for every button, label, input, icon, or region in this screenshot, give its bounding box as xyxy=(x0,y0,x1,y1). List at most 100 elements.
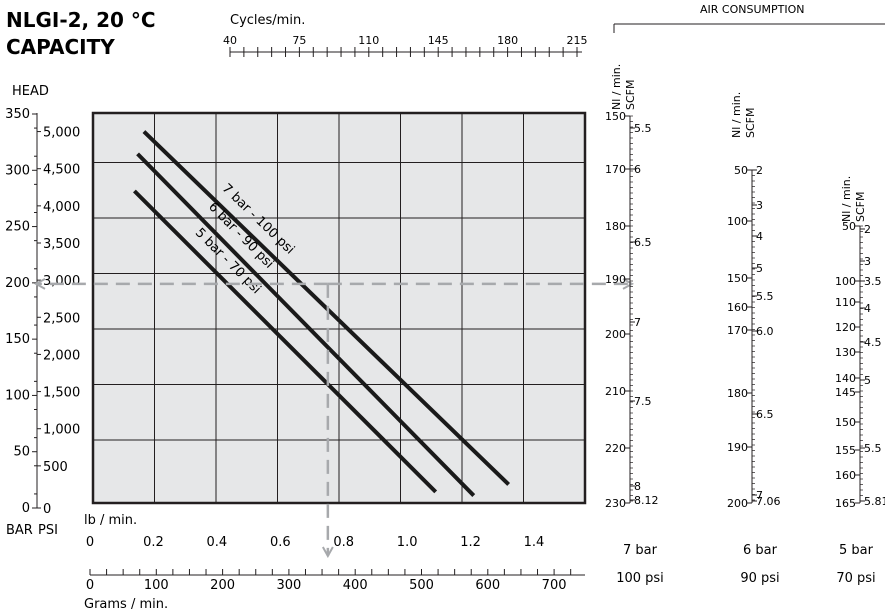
nl-tick-label: 150 xyxy=(605,110,626,123)
nl-label: Nl / min. xyxy=(610,64,623,110)
cycles-tick-label: 40 xyxy=(223,34,237,47)
nl-label: Nl / min. xyxy=(840,176,853,222)
bar-axis: 0 50 100 150 200 250 300 350 xyxy=(5,107,38,516)
nl-tick-label: 180 xyxy=(605,220,626,233)
psi-tick-label: 3,500 xyxy=(43,237,80,252)
nl-tick-label: 110 xyxy=(835,296,856,309)
nl-tick-label: 190 xyxy=(727,441,748,454)
air-scale-psi-label: 100 psi xyxy=(616,571,664,586)
scfm-tick-label: 5 xyxy=(864,374,871,387)
scfm-tick-label: 5 xyxy=(756,262,763,275)
psi-tick-label: 2,500 xyxy=(43,311,80,326)
nl-tick-label: 210 xyxy=(605,385,626,398)
psi-tick-label: 4,500 xyxy=(43,163,80,178)
nl-tick-label: 190 xyxy=(605,273,626,286)
bar-tick-label: 350 xyxy=(5,107,30,122)
grams-tick-label: 200 xyxy=(210,578,235,593)
scfm-tick-label: 5.81 xyxy=(864,495,885,508)
nl-tick-label: 120 xyxy=(835,321,856,334)
scfm-tick-label: 4 xyxy=(756,230,763,243)
scfm-tick-label: 6.0 xyxy=(756,325,774,338)
series-line xyxy=(136,152,476,497)
series-line xyxy=(142,130,511,486)
grams-tick-label: 500 xyxy=(409,578,434,593)
psi-unit-label: PSI xyxy=(38,523,58,538)
psi-tick-label: 5,000 xyxy=(43,126,80,141)
scfm-tick-label: 2 xyxy=(756,164,763,177)
scfm-label: SCFM xyxy=(624,80,637,110)
nl-tick-label: 50 xyxy=(734,164,748,177)
lb-label: lb / min. xyxy=(84,513,137,528)
bar-tick-label: 50 xyxy=(13,445,30,460)
grams-tick-label: 0 xyxy=(86,578,94,593)
scfm-tick-label: 5.5 xyxy=(864,442,882,455)
psi-tick-label: 4,000 xyxy=(43,200,80,215)
nl-tick-label: 100 xyxy=(727,215,748,228)
grams-label: Grams / min. xyxy=(84,597,168,612)
lb-tick-label: 1.2 xyxy=(460,535,481,550)
scfm-tick-label: 3 xyxy=(864,255,871,268)
air-scale-psi-label: 70 psi xyxy=(836,571,875,586)
head-label: HEAD xyxy=(12,84,49,99)
cycles-tick-label: 180 xyxy=(497,34,518,47)
psi-tick-label: 3,000 xyxy=(43,274,80,289)
nl-tick-label: 200 xyxy=(605,328,626,341)
nl-tick-label: 50 xyxy=(842,220,856,233)
grid xyxy=(93,113,585,503)
psi-tick-label: 0 xyxy=(43,502,51,517)
psi-tick-label: 500 xyxy=(43,460,68,475)
nl-tick-label: 145 xyxy=(835,386,856,399)
scfm-tick-label: 4 xyxy=(864,302,871,315)
dashed-guides xyxy=(36,284,632,556)
scfm-tick-label: 5.5 xyxy=(634,122,652,135)
air-scale-bar-label: 5 bar xyxy=(839,543,874,558)
cycles-tick-label: 215 xyxy=(567,34,588,47)
scfm-tick-label: 7 xyxy=(756,489,763,502)
air-consumption-label: AIR CONSUMPTION xyxy=(700,3,804,16)
air-scale-psi-label: 90 psi xyxy=(740,571,779,586)
grams-tick-label: 100 xyxy=(144,578,169,593)
air-scale: Nl / min. SCFM 50 100 150 160 170 180 190 200 2 3 4 5… xyxy=(727,92,781,586)
series-group xyxy=(132,130,511,497)
psi-axis: 0 500 1,000 1,500 2,000 2,500 3,000 3,500 4,000 4… xyxy=(37,126,80,517)
scfm-tick-label: 6 xyxy=(634,163,641,176)
nl-tick-label: 200 xyxy=(727,497,748,510)
psi-tick-label: 2,000 xyxy=(43,348,80,363)
nl-tick-label: 165 xyxy=(835,497,856,510)
psi-tick-label: 1,000 xyxy=(43,423,80,438)
scfm-tick-label: 7.06 xyxy=(756,495,781,508)
lb-tick-label: 0.6 xyxy=(270,535,291,550)
scfm-tick-label: 7 xyxy=(634,316,641,329)
lb-tick-label: 0 xyxy=(86,535,94,550)
cycles-tick-label: 110 xyxy=(358,34,379,47)
scfm-label: SCFM xyxy=(854,192,867,222)
lb-tick-label: 0.2 xyxy=(143,535,164,550)
air-scale-bar-label: 6 bar xyxy=(743,543,778,558)
bar-tick-label: 150 xyxy=(5,332,30,347)
bar-tick-label: 300 xyxy=(5,163,30,178)
chart-title-line2: CAPACITY xyxy=(6,35,115,59)
scfm-label: SCFM xyxy=(744,108,757,138)
nl-tick-label: 170 xyxy=(727,324,748,337)
lb-tick-label: 0.4 xyxy=(207,535,228,550)
nl-tick-label: 180 xyxy=(727,387,748,400)
chart-title-line1: NLGI-2, 20 °C xyxy=(6,8,156,32)
nl-tick-label: 150 xyxy=(727,272,748,285)
grams-axis: 0 100 200 300 400 500 600 700 xyxy=(86,569,585,593)
scfm-tick-label: 3 xyxy=(756,199,763,212)
grams-tick-label: 400 xyxy=(343,578,368,593)
scfm-tick-label: 4.5 xyxy=(864,336,882,349)
bar-tick-label: 200 xyxy=(5,276,30,291)
lb-tick-label: 1.4 xyxy=(524,535,545,550)
grams-tick-label: 700 xyxy=(542,578,567,593)
scfm-tick-label: 7.5 xyxy=(634,395,652,408)
lb-axis: 0 0.2 0.4 0.6 0.8 1.0 1.2 1.4 xyxy=(86,535,544,550)
cycles-axis: 40 75 110 145 180 215 xyxy=(223,34,588,57)
lb-tick-label: 1.0 xyxy=(397,535,418,550)
scfm-tick-label: 6.5 xyxy=(756,408,774,421)
bar-unit-label: BAR xyxy=(6,523,33,538)
nl-tick-label: 230 xyxy=(605,497,626,510)
nl-tick-label: 220 xyxy=(605,442,626,455)
scfm-tick-label: 8.12 xyxy=(634,494,659,507)
